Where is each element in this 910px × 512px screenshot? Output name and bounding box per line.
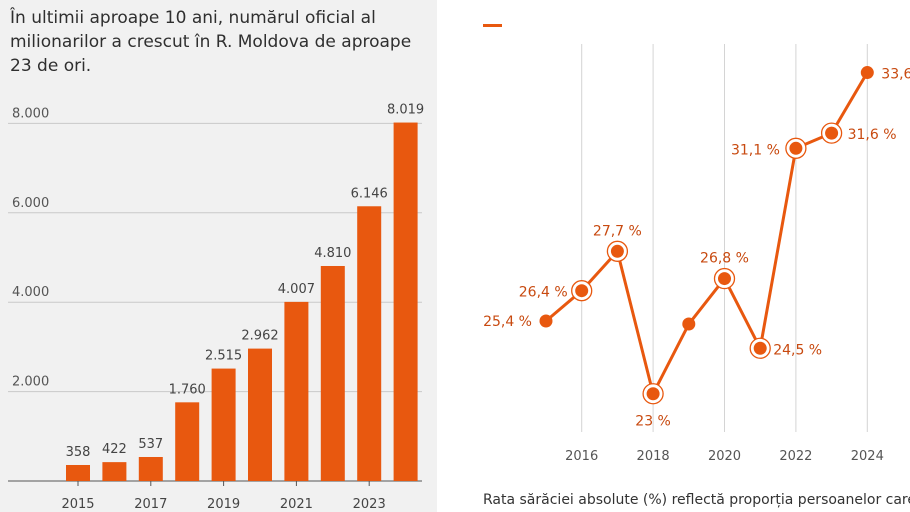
bar [320,265,345,481]
bar [175,402,200,481]
point-label: 23 % [635,414,671,430]
bar [211,368,236,481]
bar [102,462,127,481]
point-label: 26,4 % [519,285,568,301]
x-tick-label: 2018 [637,449,670,464]
bar-value-label: 4.007 [278,282,315,297]
data-point [575,284,589,298]
x-tick-label: 2021 [280,497,313,512]
x-tick-label: 2024 [851,449,884,464]
bar-value-label: 1.760 [169,382,206,397]
bar-value-label: 8.019 [387,103,424,118]
bar [357,206,382,481]
x-tick-label: 2015 [61,497,94,512]
data-point [753,341,767,355]
y-tick-label: 4.000 [12,285,49,300]
bar-value-label: 2.962 [241,329,278,344]
data-point [610,244,624,258]
point-label: 31,6 % [848,127,897,143]
point-label: 24,5 % [773,342,822,358]
point-label: 26,8 % [700,251,749,267]
chart-footnote: Rata sărăciei absolute (%) reflectă prop… [483,492,910,508]
bar-value-label: 2.515 [205,349,242,364]
bar [138,456,163,481]
bar-value-label: 537 [138,437,163,452]
bar [66,464,90,481]
x-tick-label: 2019 [207,497,240,512]
y-tick-label: 8.000 [12,106,49,121]
bar-value-label: 6.146 [351,186,388,201]
series-line [545,71,869,396]
x-tick-label: 2020 [708,449,741,464]
data-point [539,314,553,328]
data-point [789,141,803,155]
point-label: 31,1 % [731,142,780,158]
y-tick-label: 2.000 [12,375,49,390]
point-label: 33,6 [881,67,910,83]
data-point [682,317,696,331]
bar-value-label: 422 [102,442,127,457]
x-tick-label: 2016 [565,449,598,464]
line-chart: 2016 2018 2020 2022 2024 25,4 % 26,4 % 27,7 % 23… [483,44,910,464]
x-tick-label: 2023 [353,497,386,512]
point-label: 27,7 % [593,223,642,239]
y-tick-label: 6.000 [12,196,49,211]
right-chart-panel: 2016 2018 2020 2022 2024 25,4 % 26,4 % 27,7 % 23… [467,0,910,512]
legend-marker [483,24,502,27]
left-chart-panel: În ultimii aproape 10 ani, numărul ofici… [0,0,437,512]
chart-title: În ultimii aproape 10 ani, numărul ofici… [10,8,412,76]
data-point [825,126,839,140]
bar [393,122,418,482]
bar-value-label: 358 [66,445,91,460]
bar [248,348,272,481]
point-label: 25,4 % [483,314,532,330]
data-point [860,66,874,80]
x-tick-label: 2022 [779,449,812,464]
bar-chart: 2.000 4.000 6.000 8.000 358 422 537 1.760 2.515 2… [8,103,424,512]
x-tick-label: 2017 [134,497,167,512]
bar-value-label: 4.810 [314,246,351,261]
data-point [646,387,660,401]
data-point [718,272,731,286]
bar [284,301,309,481]
